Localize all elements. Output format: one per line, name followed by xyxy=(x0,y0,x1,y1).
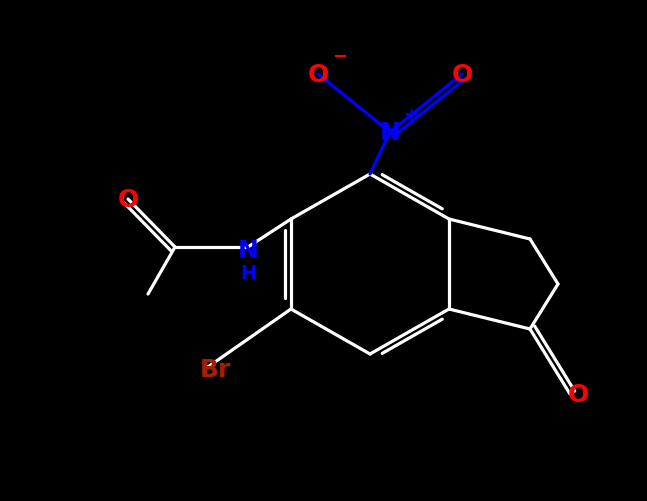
Text: −: − xyxy=(332,48,347,66)
Text: H: H xyxy=(240,264,256,283)
Text: +: + xyxy=(403,106,418,124)
Text: O: O xyxy=(117,188,138,211)
Text: O: O xyxy=(567,382,589,406)
Text: N: N xyxy=(380,121,400,145)
Text: O: O xyxy=(307,63,329,87)
Text: O: O xyxy=(452,63,472,87)
Text: Br: Br xyxy=(199,357,231,381)
Text: N: N xyxy=(237,238,258,263)
